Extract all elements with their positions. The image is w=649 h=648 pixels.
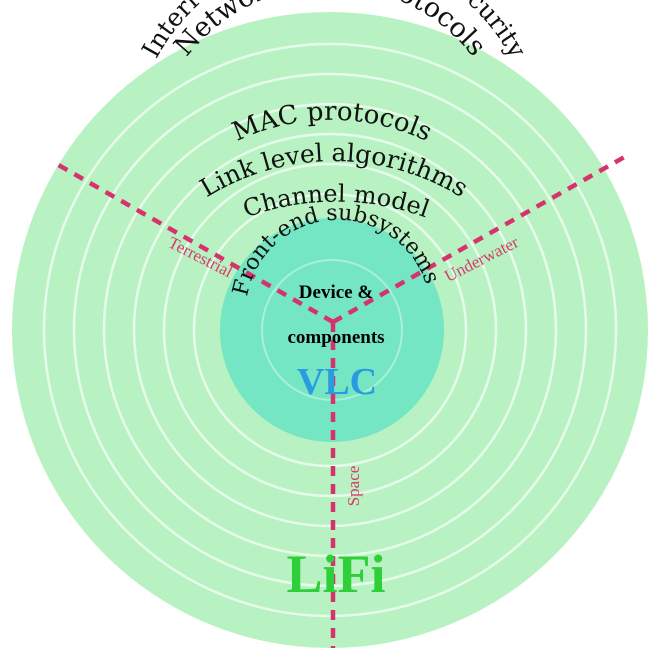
ring-outline	[192, 192, 468, 468]
ring-outline	[72, 72, 588, 588]
ring-outline	[132, 132, 528, 528]
center-label-line1: Device &	[299, 282, 373, 303]
lifi-title: LiFi	[286, 544, 385, 604]
domain-label-space: Space	[344, 466, 363, 507]
vlc-title: VLC	[297, 361, 377, 403]
ring-outline	[162, 162, 498, 498]
center-label-line2: components	[287, 327, 384, 348]
ring-outline	[102, 102, 558, 558]
ring-outline	[42, 42, 618, 618]
underwater-divider-line	[331, 153, 630, 324]
concentric-rings	[42, 42, 618, 618]
domain-dividers	[53, 153, 630, 648]
